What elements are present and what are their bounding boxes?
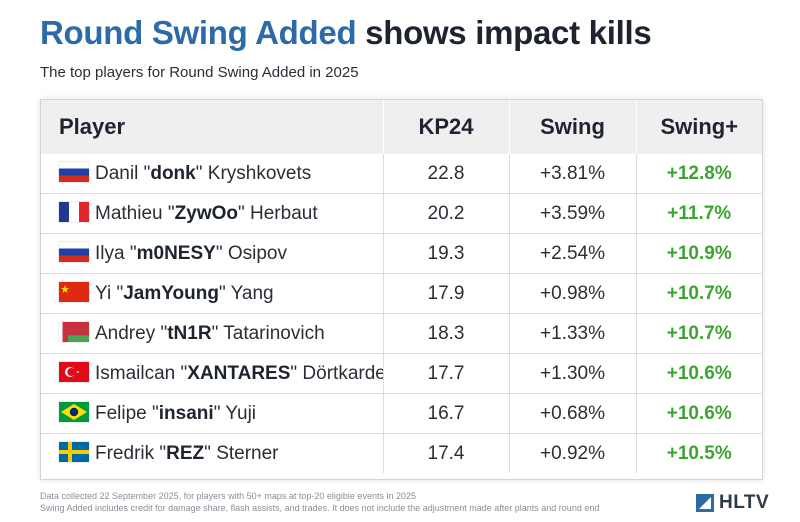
- player-cell: Yi "JamYoung" Yang: [41, 273, 384, 314]
- swing-plus-cell: +10.6%: [636, 353, 762, 394]
- player-nickname: tN1R: [167, 323, 212, 344]
- kp24-cell: 17.4: [383, 433, 510, 473]
- footnote-line-2: Swing Added includes credit for damage s…: [40, 503, 600, 513]
- player-cell: Ilya "m0NESY" Osipov: [41, 233, 384, 274]
- player-last-name: Yuji: [225, 403, 257, 424]
- footnote: Data collected 22 September 2025, for pl…: [40, 490, 680, 514]
- swing-cell: +1.30%: [509, 353, 637, 394]
- player-first-name: Ilya: [95, 243, 125, 264]
- swing-cell: +3.59%: [509, 193, 637, 234]
- table-row: Ilya "m0NESY" Osipov 19.3 +2.54% +10.9%: [41, 233, 762, 274]
- kp24-cell: 20.2: [383, 193, 510, 234]
- kp24-cell: 17.7: [383, 353, 510, 394]
- player-nickname: ZywOo: [174, 203, 238, 224]
- belarus-flag-icon: [59, 322, 89, 342]
- china-flag-icon: [59, 282, 89, 302]
- table-header-row: Player KP24 Swing Swing+: [41, 100, 762, 154]
- kp24-cell: 17.9: [383, 273, 510, 314]
- title-accent: Round Swing Added: [40, 14, 357, 51]
- kp24-cell: 16.7: [383, 393, 510, 434]
- player-first-name: Andrey: [95, 323, 156, 344]
- players-table: Player KP24 Swing Swing+ Danil "donk" Kr…: [41, 100, 762, 473]
- swing-cell: +3.81%: [509, 154, 637, 194]
- france-flag-icon: [59, 202, 89, 222]
- swing-plus-cell: +10.5%: [636, 433, 762, 473]
- chart-title: Round Swing Added shows impact kills: [40, 14, 652, 52]
- player-cell: Ismailcan "XANTARES" Dörtkardeş: [41, 353, 384, 394]
- table-row: Danil "donk" Kryshkovets 22.8 +3.81% +12.8%: [41, 154, 762, 194]
- table-body: Danil "donk" Kryshkovets 22.8 +3.81% +12.8%…: [41, 154, 762, 473]
- player-nickname: insani: [158, 403, 214, 424]
- swing-cell: +1.33%: [509, 313, 637, 354]
- swing-plus-cell: +10.6%: [636, 393, 762, 434]
- swing-cell: +2.54%: [509, 233, 637, 274]
- kp24-cell: 18.3: [383, 313, 510, 354]
- table-row: Felipe "insani" Yuji 16.7 +0.68% +10.6%: [41, 393, 762, 434]
- swing-plus-cell: +10.9%: [636, 233, 762, 274]
- swing-cell: +0.92%: [509, 433, 637, 473]
- player-cell: Fredrik "REZ" Sterner: [41, 433, 384, 473]
- hltv-logo-icon: [696, 494, 714, 512]
- player-first-name: Yi: [95, 283, 112, 304]
- player-last-name: Herbaut: [250, 203, 318, 224]
- player-last-name: Osipov: [227, 243, 287, 264]
- player-nickname: XANTARES: [187, 363, 291, 384]
- swing-plus-cell: +10.7%: [636, 313, 762, 354]
- brand-name: HLTV: [719, 492, 770, 513]
- table-row: Andrey "tN1R" Tatarinovich 18.3 +1.33% +10.…: [41, 313, 762, 354]
- player-cell: Danil "donk" Kryshkovets: [41, 154, 384, 194]
- swing-cell: +0.68%: [509, 393, 637, 434]
- swing-plus-cell: +11.7%: [636, 193, 762, 234]
- table-row: Ismailcan "XANTARES" Dörtkardeş17.7+1.30…: [41, 353, 762, 394]
- footnote-line-1: Data collected 22 September 2025, for pl…: [40, 491, 416, 501]
- sweden-flag-icon: [59, 442, 89, 462]
- chart-subtitle: The top players for Round Swing Added in…: [40, 64, 359, 81]
- player-last-name: Tatarinovich: [223, 323, 325, 344]
- kp24-cell: 22.8: [383, 154, 510, 194]
- player-cell: Andrey "tN1R" Tatarinovich: [41, 313, 384, 354]
- player-first-name: Mathieu: [95, 203, 163, 224]
- swing-plus-cell: +10.7%: [636, 273, 762, 314]
- hltv-logo: HLTV: [696, 492, 769, 514]
- players-table-container: Player KP24 Swing Swing+ Danil "donk" Kr…: [40, 99, 763, 480]
- column-header-swing-plus: Swing+: [636, 100, 762, 154]
- player-last-name: Sterner: [216, 443, 279, 464]
- table-row: Yi "JamYoung" Yang 17.9 +0.98% +10.7%: [41, 273, 762, 314]
- player-first-name: Fredrik: [95, 443, 155, 464]
- brazil-flag-icon: [59, 402, 89, 422]
- kp24-cell: 19.3: [383, 233, 510, 274]
- player-last-name: Kryshkovets: [207, 163, 312, 184]
- table-row: Fredrik "REZ" Sterner 17.4 +0.92% +10.5%: [41, 433, 762, 473]
- player-nickname: REZ: [166, 443, 205, 464]
- player-cell: Mathieu "ZywOo" Herbaut: [41, 193, 384, 234]
- player-first-name: Ismailcan: [95, 363, 176, 384]
- column-header-player: Player: [41, 100, 384, 154]
- player-nickname: m0NESY: [136, 243, 216, 264]
- swing-cell: +0.98%: [509, 273, 637, 314]
- player-nickname: JamYoung: [123, 283, 219, 304]
- player-first-name: Danil: [95, 163, 139, 184]
- russia-flag-icon: [59, 242, 89, 262]
- player-last-name: Dörtkardeş: [302, 363, 382, 384]
- player-nickname: donk: [150, 163, 196, 184]
- player-cell: Felipe "insani" Yuji: [41, 393, 384, 434]
- turkey-flag-icon: [59, 362, 89, 382]
- column-header-swing: Swing: [509, 100, 637, 154]
- column-header-kp24: KP24: [383, 100, 510, 154]
- russia-flag-icon: [59, 162, 89, 182]
- player-last-name: Yang: [230, 283, 274, 304]
- title-rest: shows impact kills: [365, 14, 652, 51]
- swing-plus-cell: +12.8%: [666, 162, 732, 184]
- player-first-name: Felipe: [95, 403, 147, 424]
- table-row: Mathieu "ZywOo" Herbaut 20.2 +3.59% +11.7%: [41, 193, 762, 234]
